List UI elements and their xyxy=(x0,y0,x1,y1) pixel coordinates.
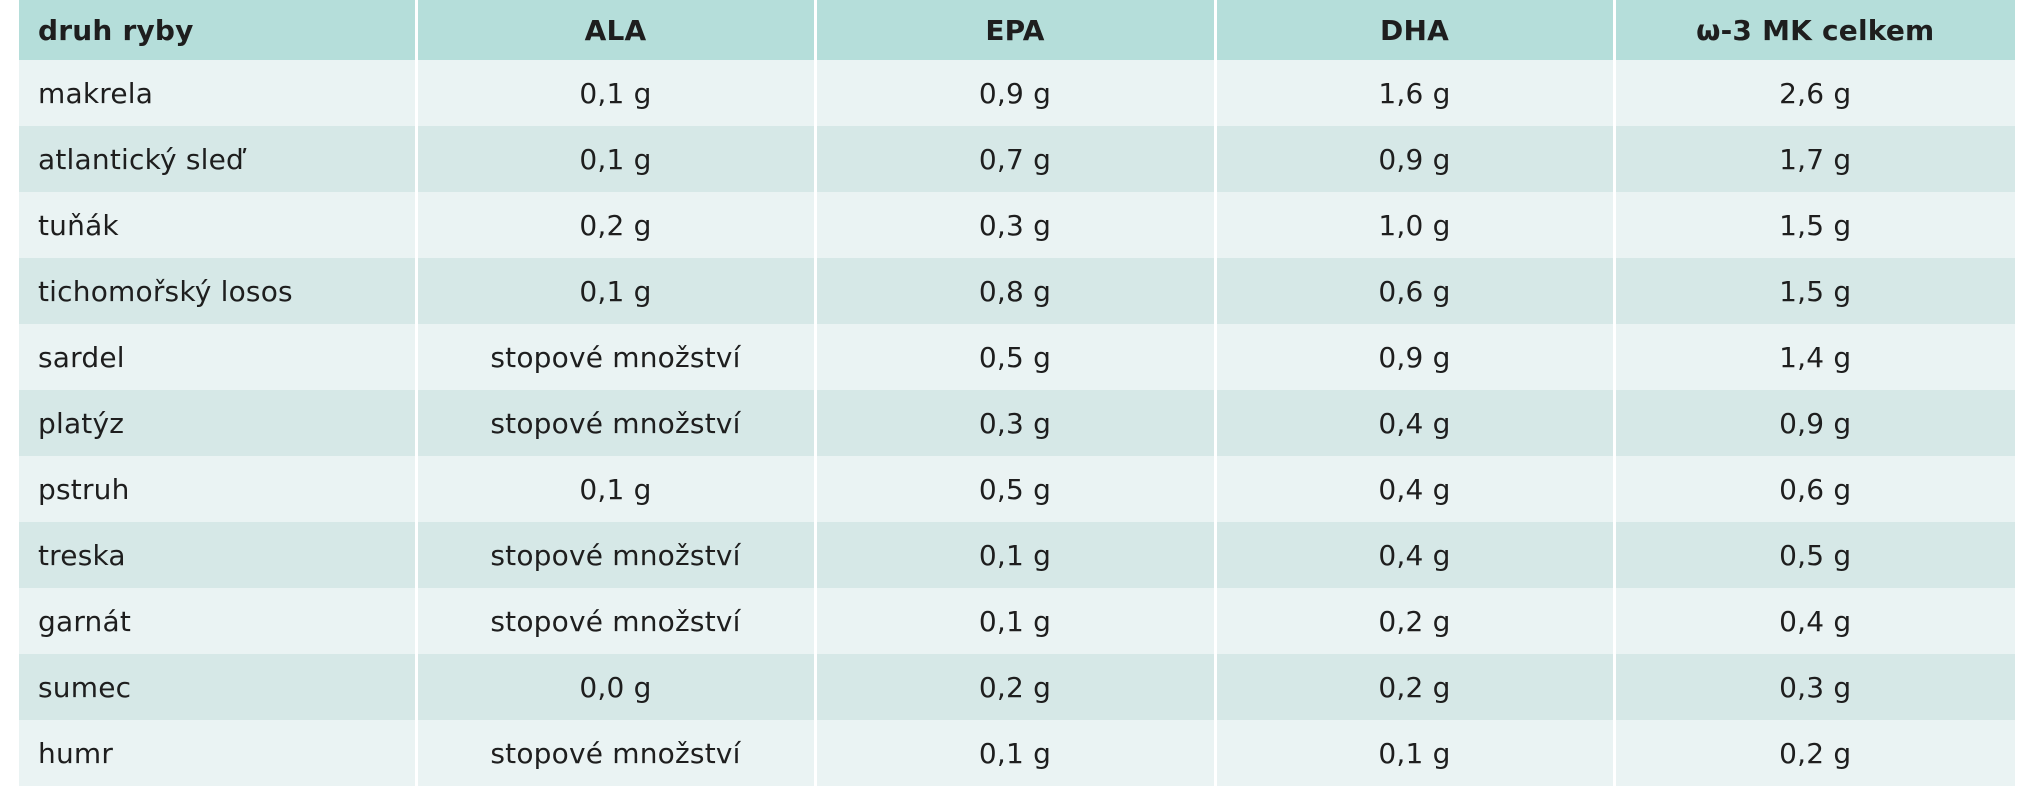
cell-fish-species: humr xyxy=(19,720,418,786)
header-row: druh ryby ALA EPA DHA ω-3 MK celkem xyxy=(19,0,2015,60)
cell-dha: 0,1 g xyxy=(1213,720,1616,786)
cell-epa: 0,3 g xyxy=(813,192,1217,258)
cell-epa: 0,5 g xyxy=(813,324,1217,390)
cell-omega3-total: 1,5 g xyxy=(1612,192,2015,258)
table-row: sumec 0,0 g 0,2 g 0,2 g 0,3 g xyxy=(19,654,2015,720)
header-epa: EPA xyxy=(813,0,1217,60)
omega3-fish-table: druh ryby ALA EPA DHA ω-3 MK celkem makr… xyxy=(19,0,2015,786)
cell-ala: 0,2 g xyxy=(414,192,817,258)
cell-fish-species: tichomořský losos xyxy=(19,258,418,324)
cell-epa: 0,9 g xyxy=(813,60,1217,126)
cell-fish-species: tuňák xyxy=(19,192,418,258)
cell-omega3-total: 1,4 g xyxy=(1612,324,2015,390)
header-ala: ALA xyxy=(414,0,817,60)
cell-dha: 0,2 g xyxy=(1213,588,1616,654)
cell-omega3-total: 1,5 g xyxy=(1612,258,2015,324)
cell-dha: 0,4 g xyxy=(1213,390,1616,456)
table-row: tuňák 0,2 g 0,3 g 1,0 g 1,5 g xyxy=(19,192,2015,258)
table-row: garnát stopové množství 0,1 g 0,2 g 0,4 … xyxy=(19,588,2015,654)
cell-omega3-total: 0,3 g xyxy=(1612,654,2015,720)
cell-fish-species: makrela xyxy=(19,60,418,126)
table-row: tichomořský losos 0,1 g 0,8 g 0,6 g 1,5 … xyxy=(19,258,2015,324)
table-row: sardel stopové množství 0,5 g 0,9 g 1,4 … xyxy=(19,324,2015,390)
cell-ala: stopové množství xyxy=(414,720,817,786)
table-row: atlantický sleď 0,1 g 0,7 g 0,9 g 1,7 g xyxy=(19,126,2015,192)
cell-ala: 0,1 g xyxy=(414,456,817,522)
header-omega3-total: ω-3 MK celkem xyxy=(1612,0,2015,60)
cell-ala: 0,1 g xyxy=(414,60,817,126)
cell-ala: 0,1 g xyxy=(414,126,817,192)
omega3-fish-table-container: druh ryby ALA EPA DHA ω-3 MK celkem makr… xyxy=(19,0,2015,786)
cell-fish-species: platýz xyxy=(19,390,418,456)
cell-ala: stopové množství xyxy=(414,522,817,588)
table-row: pstruh 0,1 g 0,5 g 0,4 g 0,6 g xyxy=(19,456,2015,522)
cell-ala: stopové množství xyxy=(414,324,817,390)
table-row: humr stopové množství 0,1 g 0,1 g 0,2 g xyxy=(19,720,2015,786)
cell-omega3-total: 0,4 g xyxy=(1612,588,2015,654)
cell-epa: 0,7 g xyxy=(813,126,1217,192)
cell-fish-species: pstruh xyxy=(19,456,418,522)
cell-omega3-total: 0,5 g xyxy=(1612,522,2015,588)
cell-ala: stopové množství xyxy=(414,588,817,654)
cell-dha: 0,9 g xyxy=(1213,324,1616,390)
cell-dha: 0,2 g xyxy=(1213,654,1616,720)
cell-dha: 0,6 g xyxy=(1213,258,1616,324)
cell-epa: 0,8 g xyxy=(813,258,1217,324)
cell-fish-species: atlantický sleď xyxy=(19,126,418,192)
table-row: platýz stopové množství 0,3 g 0,4 g 0,9 … xyxy=(19,390,2015,456)
cell-dha: 0,4 g xyxy=(1213,522,1616,588)
cell-fish-species: treska xyxy=(19,522,418,588)
table-body: makrela 0,1 g 0,9 g 1,6 g 2,6 g atlantic… xyxy=(19,60,2015,786)
table-header: druh ryby ALA EPA DHA ω-3 MK celkem xyxy=(19,0,2015,60)
cell-fish-species: garnát xyxy=(19,588,418,654)
table-row: makrela 0,1 g 0,9 g 1,6 g 2,6 g xyxy=(19,60,2015,126)
cell-omega3-total: 0,6 g xyxy=(1612,456,2015,522)
cell-epa: 0,5 g xyxy=(813,456,1217,522)
cell-dha: 1,6 g xyxy=(1213,60,1616,126)
cell-ala: 0,1 g xyxy=(414,258,817,324)
header-dha: DHA xyxy=(1213,0,1616,60)
cell-ala: stopové množství xyxy=(414,390,817,456)
header-fish-species: druh ryby xyxy=(19,0,418,60)
cell-epa: 0,1 g xyxy=(813,588,1217,654)
cell-epa: 0,2 g xyxy=(813,654,1217,720)
cell-dha: 0,4 g xyxy=(1213,456,1616,522)
cell-omega3-total: 2,6 g xyxy=(1612,60,2015,126)
cell-fish-species: sardel xyxy=(19,324,418,390)
cell-dha: 0,9 g xyxy=(1213,126,1616,192)
cell-fish-species: sumec xyxy=(19,654,418,720)
cell-omega3-total: 0,9 g xyxy=(1612,390,2015,456)
cell-omega3-total: 1,7 g xyxy=(1612,126,2015,192)
table-row: treska stopové množství 0,1 g 0,4 g 0,5 … xyxy=(19,522,2015,588)
cell-ala: 0,0 g xyxy=(414,654,817,720)
cell-epa: 0,3 g xyxy=(813,390,1217,456)
cell-dha: 1,0 g xyxy=(1213,192,1616,258)
cell-epa: 0,1 g xyxy=(813,522,1217,588)
cell-epa: 0,1 g xyxy=(813,720,1217,786)
cell-omega3-total: 0,2 g xyxy=(1612,720,2015,786)
